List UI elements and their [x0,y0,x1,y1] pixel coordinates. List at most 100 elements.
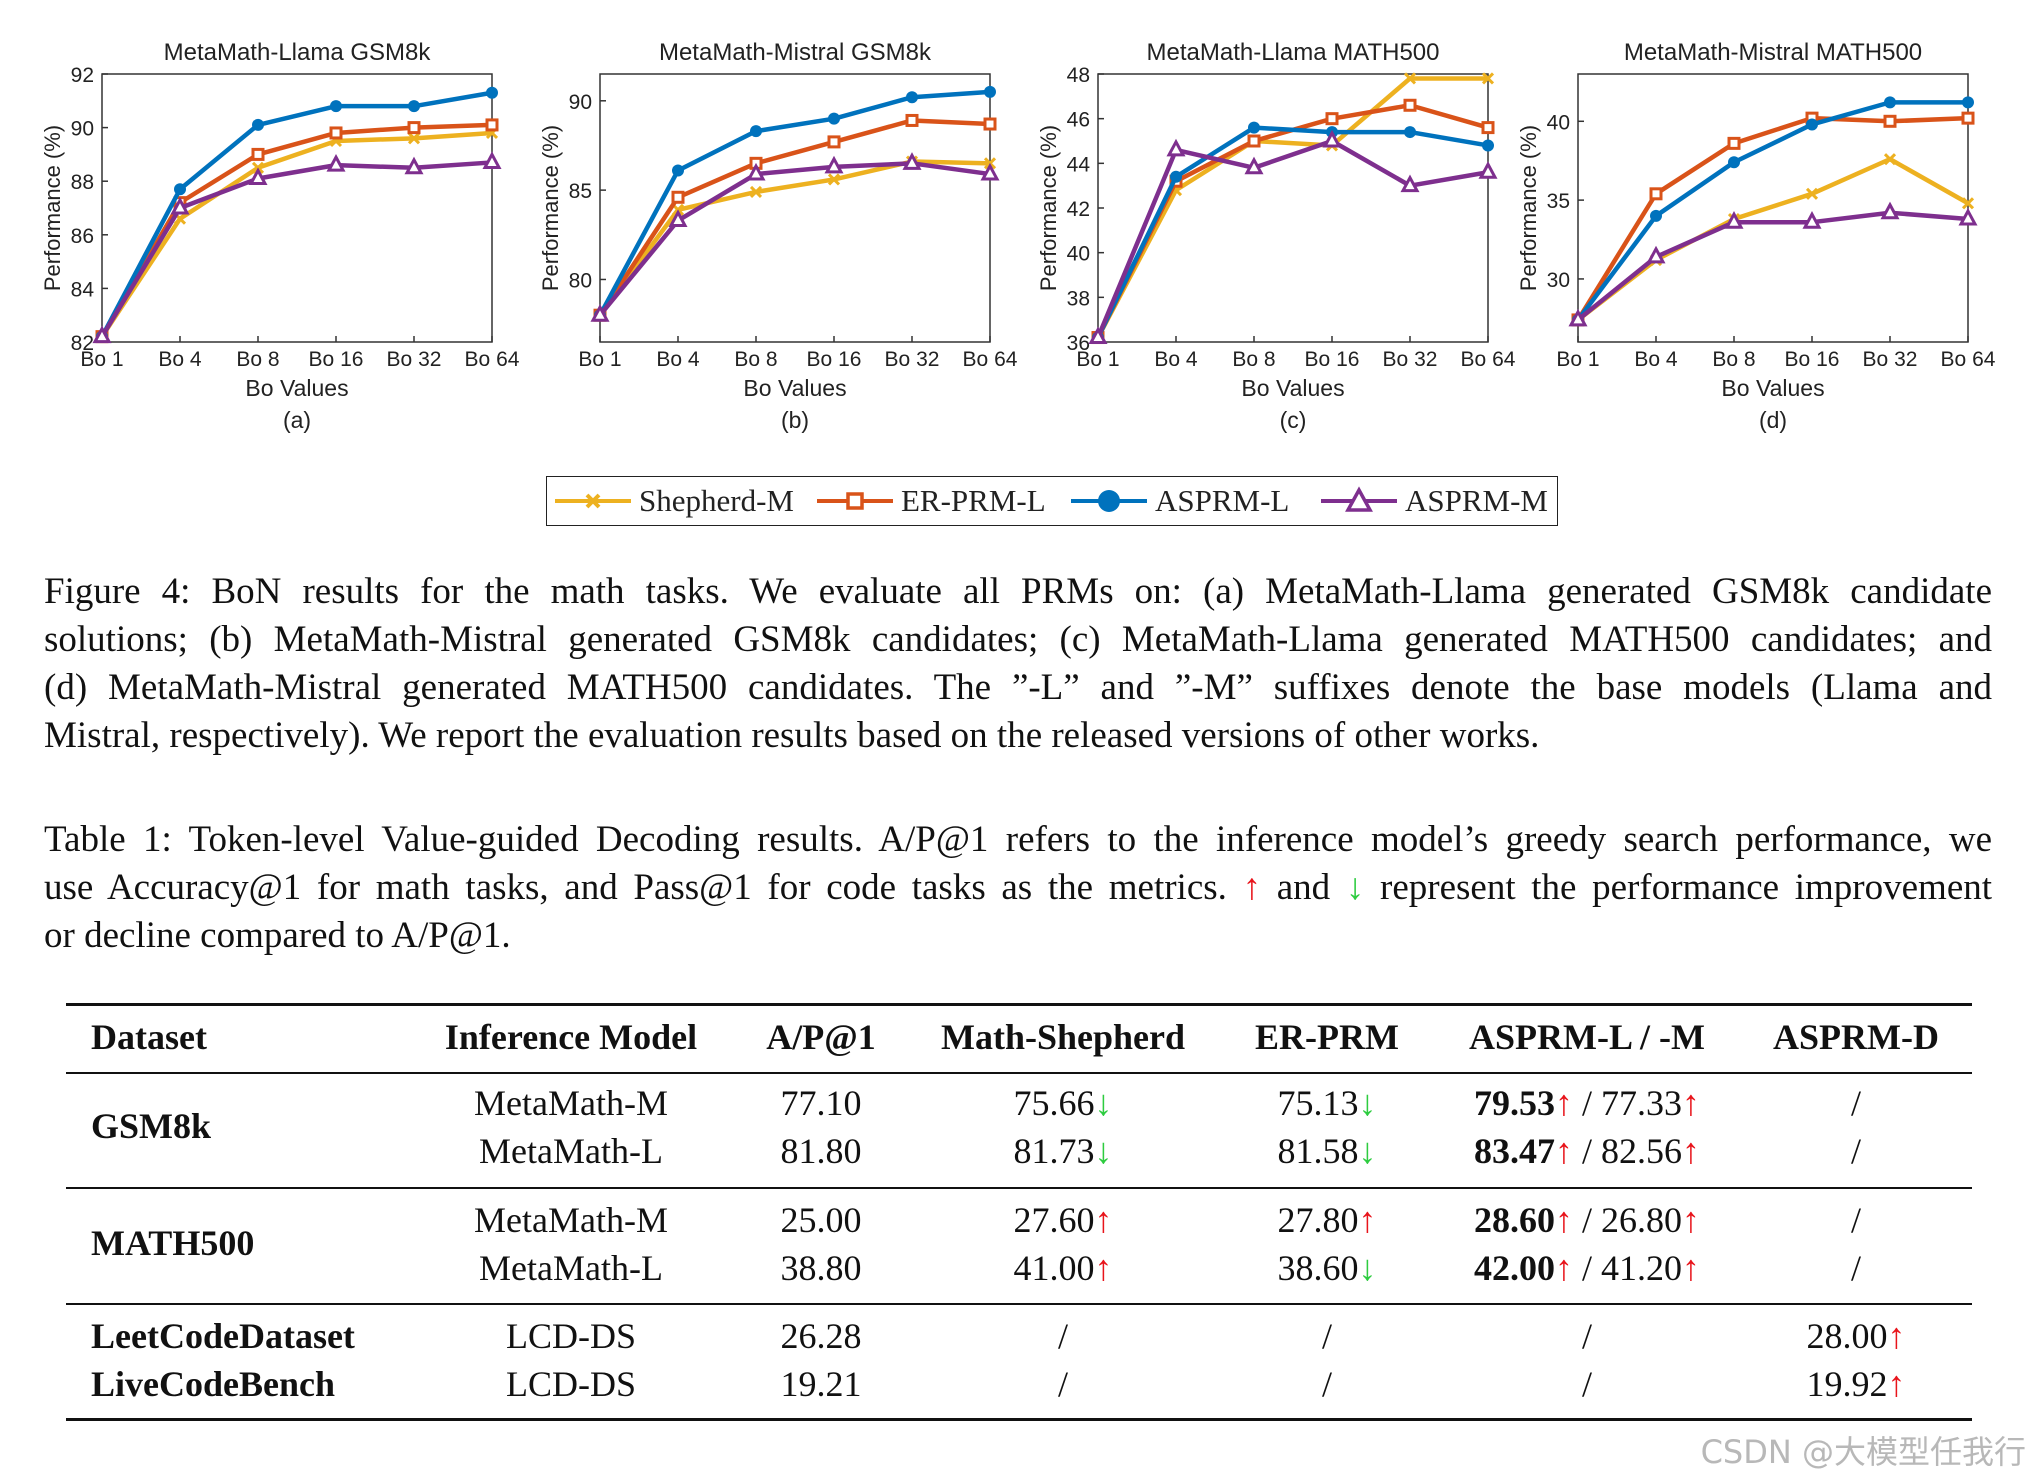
header-asprm-lm: ASPRM-L / -M [1469,1017,1705,1057]
figure-caption-line: solutions; (b) MetaMath-Mistral generate… [44,619,1992,660]
x-tick-label: Bo 4 [1154,348,1198,371]
chart-title: MetaMath-Mistral MATH500 [1624,39,1922,66]
x-tick-label: Bo 32 [1383,348,1438,371]
x-tick-label: Bo 8 [236,348,279,371]
value: 27.60 [1013,1200,1095,1240]
cell-asprm-d: / [1850,1200,1862,1240]
x-axis-label: Bo Values [1241,375,1344,401]
data-point [170,196,190,215]
x-tick-label: Bo 16 [1305,348,1360,371]
x-tick-label: Bo 1 [80,348,123,371]
down-arrow-icon: ↓ [1094,1131,1113,1171]
y-tick-label: 30 [1547,269,1570,292]
y-tick-label: 44 [1067,153,1091,176]
panel-label: (d) [1759,407,1787,433]
table-group-rule [66,1187,1972,1189]
data-point [1244,156,1264,175]
data-point [407,132,421,145]
legend-x-marker-icon [555,493,631,509]
data-point [1961,197,1975,210]
data-point [1806,118,1818,131]
up-arrow-icon: ↑ [1554,1200,1573,1240]
x-tick-label: Bo 4 [656,348,700,371]
cell-math-shepherd: 75.66↓ [1014,1082,1113,1124]
table-caption-line: Table 1: Token-level Value-guided Decodi… [44,819,1992,860]
y-tick-label: 46 [1067,109,1090,132]
cell-math-shepherd: 41.00↑ [1014,1247,1113,1289]
up-arrow-icon: ↑ [1682,1248,1701,1288]
cell-ap1: 77.10 [780,1083,862,1123]
cell-model: LCD-DS [505,1316,637,1356]
data-point [1248,121,1260,134]
data-point [1728,156,1740,169]
data-point [1166,138,1186,157]
data-point [1884,96,1896,109]
data-point [1481,72,1495,85]
y-tick-label: 38 [1067,287,1090,310]
data-point [980,162,1000,181]
cell-asprm-d: / [1850,1131,1862,1171]
data-point [1404,126,1416,139]
value: 26.80 [1601,1200,1683,1240]
legend-label: ASPRM-L [1155,483,1290,518]
legend-circle-marker-icon [1071,490,1147,512]
legend-triangle-marker-icon [1321,486,1397,512]
header-asprm-d: ASPRM-D [1773,1017,1939,1057]
series-line [100,130,493,338]
cell-asprm-lm: 83.47↑ / 82.56↑ [1474,1130,1700,1172]
value: 42.00 [1473,1248,1555,1288]
series-line [1576,100,1968,322]
panel-label: (a) [283,407,311,433]
x-tick-label: Bo 8 [1232,348,1275,371]
data-point [1958,207,1978,226]
cell-asprm-lm: 79.53↑ / 77.33↑ [1474,1082,1700,1124]
cell-math-shepherd: 27.60↑ [1014,1199,1113,1241]
cell-ap1: 25.00 [780,1200,862,1240]
cell-ap1: 19.21 [780,1364,862,1404]
series-line [100,122,493,338]
y-tick-label: 40 [1547,111,1570,134]
cell-math-shepherd: / [1057,1316,1069,1356]
cell-asprm-lm: 42.00↑ / 41.20↑ [1474,1247,1700,1289]
series-line [598,159,991,317]
cell-ap1: 26.28 [780,1316,862,1356]
cell-asprm-d: / [1850,1248,1862,1288]
up-arrow-icon: ↑ [1094,1200,1113,1240]
up-arrow-icon: ↑ [1242,867,1262,908]
legend-label: ER-PRM-L [901,483,1046,518]
down-arrow-icon: ↓ [1358,1248,1377,1288]
header-ap1: A/P@1 [766,1017,876,1057]
series-line [598,89,991,317]
data-point [407,121,421,135]
data-point [1962,96,1974,109]
data-point [984,85,996,98]
chart-title: MetaMath-Mistral GSM8k [659,39,932,66]
data-point [827,135,841,149]
cell-er-prm: 81.58↓ [1278,1130,1377,1172]
value: 27.80 [1277,1200,1359,1240]
caption-text: represent the performance improvement [1380,867,1993,908]
y-tick-label: 88 [71,171,94,194]
panel-label: (b) [781,407,809,433]
legend-item-er-prm-l: ER-PRM-L [815,477,1046,525]
data-point [248,167,268,186]
value: 79.53 [1473,1083,1555,1123]
data-point [1481,121,1495,135]
value: 77.33 [1601,1083,1683,1123]
value: 41.20 [1601,1248,1683,1288]
x-tick-label: Bo 16 [1785,348,1840,371]
series-line [1096,76,1488,339]
data-point [174,183,186,196]
down-arrow-icon: ↓ [1345,867,1365,908]
cell-er-prm: 38.60↓ [1278,1247,1377,1289]
data-point [1325,112,1339,126]
bon-charts: 82 84 86 88 90 92 Bo 1 Bo 4 Bo 8 Bo 16 Bo 32 Bo 64 M… [40,39,1996,433]
data-point [1088,326,1108,345]
y-tick-label: 42 [1067,198,1090,221]
cell-er-prm: / [1321,1364,1333,1404]
legend-item-asprm-m: ASPRM-M [1319,477,1548,525]
legend-item-asprm-l: ASPRM-L [1069,477,1289,525]
series-line [598,118,991,317]
cell-er-prm: / [1321,1316,1333,1356]
data-point [1961,111,1975,125]
